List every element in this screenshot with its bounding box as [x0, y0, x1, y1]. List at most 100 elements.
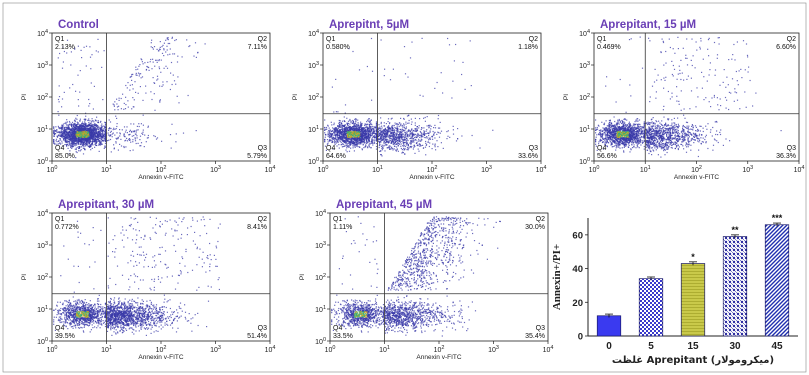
scatter-point [357, 122, 359, 124]
scatter-point [351, 133, 353, 135]
scatter-point [84, 119, 87, 121]
scatter-point [109, 135, 111, 137]
scatter-point [344, 136, 346, 138]
scatter-point [370, 123, 372, 125]
scatter-point [93, 121, 95, 123]
scatter-point [339, 131, 341, 133]
scatter-point [334, 134, 336, 136]
scatter-point [333, 129, 335, 131]
q2-label: Q2 [258, 36, 267, 43]
scatter-point [100, 142, 102, 144]
y-tick-label: 102 [37, 93, 48, 102]
scatter-point [84, 136, 86, 138]
scatter-point [84, 125, 86, 127]
scatter-point [121, 129, 123, 131]
scatter-point [83, 136, 85, 138]
scatter-point [64, 128, 66, 130]
scatter-point [396, 125, 398, 127]
scatter-point [83, 139, 86, 141]
scatter-point [350, 141, 352, 143]
scatter-point [344, 134, 346, 136]
scatter-point [351, 142, 353, 144]
scatter-point [339, 138, 341, 140]
panel-title: Aprepitant, 15 µM [600, 19, 696, 31]
scatter-point [90, 143, 92, 145]
scatter-point [407, 133, 409, 135]
scatter-point [96, 128, 98, 130]
scatter-point [410, 129, 413, 131]
scatter-point [413, 133, 415, 135]
scatter-point [332, 136, 334, 138]
scatter-point [389, 145, 391, 147]
scatter-point [83, 141, 85, 143]
scatter-point [358, 140, 360, 142]
scatter-point [62, 46, 64, 48]
scatter-point [429, 131, 431, 133]
scatter-point [67, 140, 69, 142]
scatter-point [349, 129, 351, 131]
scatter-point [70, 139, 72, 141]
scatter-point [330, 139, 332, 142]
scatter-point [610, 142, 612, 144]
scatter-point [361, 142, 363, 144]
scatter-point [102, 135, 104, 137]
scatter-point [375, 139, 378, 141]
scatter-point [414, 134, 416, 136]
scatter-point [98, 139, 100, 141]
scatter-point [104, 134, 107, 136]
scatter-point [360, 134, 362, 137]
scatter-point [342, 136, 344, 138]
scatter-point [338, 126, 340, 128]
scatter-point [101, 125, 103, 127]
scatter-point [176, 61, 179, 63]
scatter-point [68, 131, 70, 133]
scatter-point [62, 132, 64, 134]
scatter-point [369, 134, 371, 136]
scatter-point [380, 39, 382, 41]
scatter-point [375, 124, 378, 126]
scatter-point [82, 123, 84, 125]
y-axis-label: PI [21, 94, 28, 100]
scatter-point [452, 129, 454, 131]
scatter-point [420, 136, 422, 138]
scatter-point [87, 136, 89, 138]
scatter-point [357, 126, 359, 128]
scatter-point [72, 142, 74, 144]
scatter-point [101, 123, 103, 125]
scatter-point [76, 131, 78, 133]
scatter-point [402, 133, 404, 135]
scatter-point [390, 128, 392, 130]
scatter-point [78, 130, 80, 132]
scatter-point [452, 133, 455, 135]
scatter-point [135, 131, 137, 133]
scatter-point [132, 97, 134, 99]
scatter-point [66, 137, 68, 139]
scatter-point [171, 83, 173, 86]
scatter-point [85, 131, 87, 133]
scatter-point [137, 142, 139, 144]
scatter-point [92, 130, 94, 132]
scatter-point [373, 142, 376, 144]
scatter-point [455, 43, 457, 46]
scatter-point [393, 148, 395, 150]
scatter-point [393, 133, 395, 135]
scatter-point [348, 146, 350, 148]
scatter-point [381, 137, 383, 139]
scatter-point [67, 126, 69, 128]
scatter-point [373, 126, 375, 128]
scatter-point [53, 142, 55, 144]
scatter-point [341, 143, 343, 146]
scatter-point [416, 128, 418, 130]
scatter-point [98, 135, 100, 137]
scatter-point [392, 129, 394, 131]
scatter-point [113, 104, 115, 106]
scatter-point [375, 130, 378, 132]
scatter-point [404, 148, 406, 150]
scatter-point [344, 124, 346, 126]
scatter-point [70, 135, 72, 137]
scatter-point [91, 132, 93, 134]
scatter-point [392, 128, 394, 130]
scatter-point [127, 106, 129, 108]
scatter-point [167, 54, 169, 56]
scatter-point [356, 134, 358, 136]
